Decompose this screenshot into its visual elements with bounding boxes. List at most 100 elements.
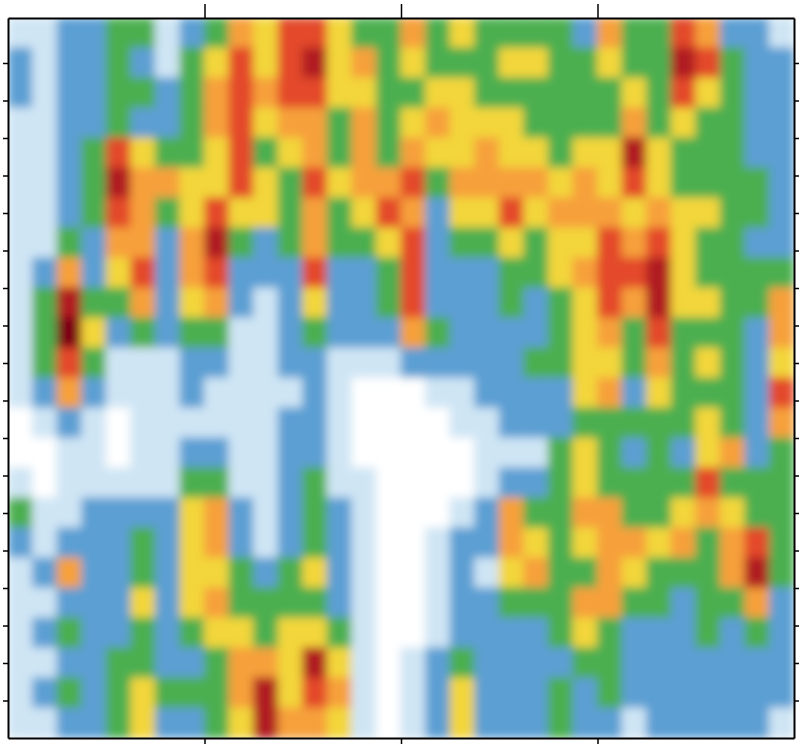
heat-cell xyxy=(253,528,279,559)
heat-cell xyxy=(8,18,33,49)
heat-cell xyxy=(450,78,476,109)
heat-cell xyxy=(646,168,672,199)
heat-cell xyxy=(769,498,794,529)
heat-cell xyxy=(179,348,205,379)
heat-cell xyxy=(523,318,549,349)
heat-cell xyxy=(401,348,427,379)
heat-cell xyxy=(450,318,476,349)
heat-cell xyxy=(474,138,500,169)
heat-cell xyxy=(769,228,794,259)
heat-cell xyxy=(229,528,255,559)
heat-cell xyxy=(302,588,328,619)
heat-cell xyxy=(179,588,205,619)
heat-cell xyxy=(253,108,279,139)
heat-cell xyxy=(155,258,181,289)
heat-cell xyxy=(720,18,746,49)
heat-cell xyxy=(450,708,476,739)
heat-cell xyxy=(474,468,500,499)
heat-cell xyxy=(769,18,794,49)
tick xyxy=(401,4,402,18)
heat-cell xyxy=(8,318,33,349)
heat-cell xyxy=(744,648,770,679)
heat-cell xyxy=(572,648,598,679)
heat-cell xyxy=(474,48,500,79)
tick-mark xyxy=(794,588,799,590)
heat-cell xyxy=(744,288,770,319)
heat-cell xyxy=(720,498,746,529)
heat-cell xyxy=(8,678,33,709)
heat-cell xyxy=(646,558,672,589)
heat-cell xyxy=(81,708,107,739)
heat-cell xyxy=(155,678,181,709)
heat-cell xyxy=(597,258,623,289)
heat-cell xyxy=(425,228,451,259)
heat-cell xyxy=(425,78,451,109)
heat-cell xyxy=(523,138,549,169)
heat-cell xyxy=(278,18,304,49)
heat-cell xyxy=(474,588,500,619)
heat-cell xyxy=(179,318,205,349)
heat-cell xyxy=(253,138,279,169)
heat-cell xyxy=(351,558,377,589)
heat-cell xyxy=(548,678,574,709)
heat-cell xyxy=(32,198,58,229)
heat-cell xyxy=(646,78,672,109)
heat-cell xyxy=(695,678,721,709)
heat-cell xyxy=(695,288,721,319)
heat-cell xyxy=(302,408,328,439)
heat-cell xyxy=(155,498,181,529)
heat-cell xyxy=(622,588,648,619)
heat-cell xyxy=(572,438,598,469)
heat-cell xyxy=(204,648,230,679)
tick xyxy=(3,701,8,702)
plot-background xyxy=(8,18,794,738)
heat-cell xyxy=(229,348,255,379)
heat-cell xyxy=(253,408,279,439)
heat-cell xyxy=(179,198,205,229)
heat-cell xyxy=(695,198,721,229)
tick xyxy=(205,4,206,18)
heat-cell xyxy=(351,708,377,739)
heat-cell xyxy=(572,168,598,199)
heat-cell xyxy=(327,678,353,709)
heat-cell xyxy=(253,558,279,589)
heat-cell xyxy=(597,678,623,709)
heat-cell xyxy=(32,528,58,559)
heat-cell xyxy=(179,168,205,199)
heat-cell xyxy=(130,708,156,739)
heat-cell xyxy=(8,708,33,739)
heat-cell xyxy=(646,678,672,709)
heat-cell xyxy=(769,168,794,199)
tick xyxy=(794,213,799,214)
heat-cell xyxy=(32,258,58,289)
heat-cell xyxy=(671,528,697,559)
heat-cell xyxy=(302,258,328,289)
heat-cell xyxy=(57,378,83,409)
heat-cell xyxy=(425,558,451,589)
heat-cell xyxy=(720,138,746,169)
heat-cell xyxy=(622,378,648,409)
tick-mark xyxy=(794,700,799,702)
heat-cell xyxy=(81,288,107,319)
heat-cell xyxy=(327,438,353,469)
heat-cell xyxy=(204,348,230,379)
heat-cell xyxy=(106,108,132,139)
tick-mark xyxy=(794,100,799,102)
heat-cell xyxy=(253,678,279,709)
heat-cell xyxy=(253,708,279,739)
heat-cell xyxy=(450,528,476,559)
heat-cell xyxy=(204,228,230,259)
tick-mark xyxy=(3,175,8,177)
heat-cell xyxy=(720,258,746,289)
heat-cell xyxy=(57,438,83,469)
heat-cell xyxy=(229,468,255,499)
heat-cell xyxy=(744,108,770,139)
heat-cell xyxy=(130,438,156,469)
heat-cell xyxy=(32,168,58,199)
heat-cell xyxy=(32,408,58,439)
tick xyxy=(3,626,8,627)
heat-cell xyxy=(523,708,549,739)
heat-cell xyxy=(720,708,746,739)
heat-cell xyxy=(597,198,623,229)
heat-cell xyxy=(204,588,230,619)
